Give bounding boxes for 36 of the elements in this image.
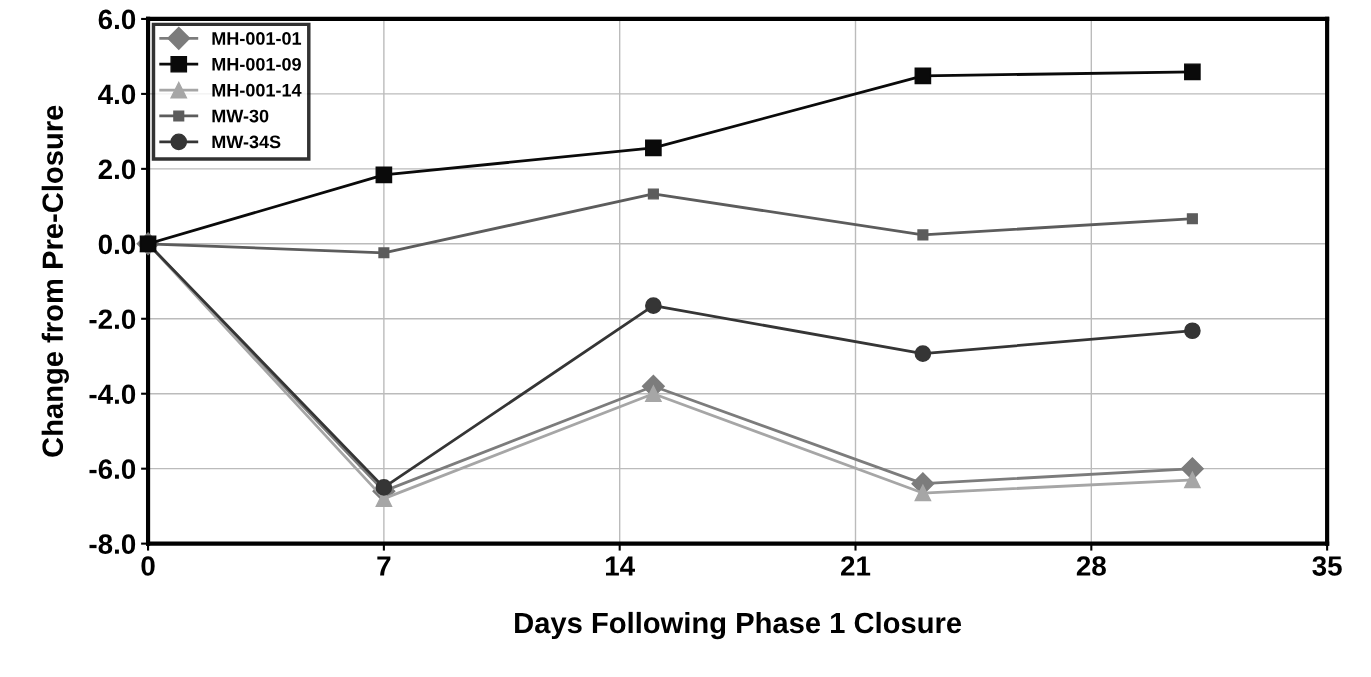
legend-label: MH-001-09 xyxy=(212,57,301,71)
x-tick-label: 0 xyxy=(141,556,155,576)
point xyxy=(1184,322,1201,340)
point xyxy=(645,139,662,157)
x-tick-label: 28 xyxy=(1076,556,1106,576)
point xyxy=(378,247,390,259)
point xyxy=(1184,63,1201,81)
x-axis-title: Days Following Phase 1 Closure xyxy=(515,611,962,640)
point xyxy=(647,188,659,200)
y-tick-label: 4.0 xyxy=(98,84,136,105)
y-tick-label: 0.0 xyxy=(98,234,136,255)
point xyxy=(1186,213,1198,225)
legend-label: MW-30 xyxy=(212,109,269,123)
point xyxy=(1184,471,1201,489)
x-tick-label: 35 xyxy=(1312,556,1342,576)
y-tick-label: -8.0 xyxy=(89,534,136,554)
point xyxy=(917,229,929,241)
y-tick-label: 2.0 xyxy=(98,159,136,180)
y-tick-label: -2.0 xyxy=(89,309,136,330)
y-tick-label: -6.0 xyxy=(89,459,136,480)
point xyxy=(645,297,662,314)
y-tick-label: -4.0 xyxy=(89,384,136,405)
x-tick-label: 14 xyxy=(605,556,635,576)
point xyxy=(914,67,932,85)
point xyxy=(645,385,662,403)
legend-label: MW-34S xyxy=(212,135,281,149)
legend-label: MH-001-14 xyxy=(212,83,302,97)
x-tick-label: 7 xyxy=(377,556,391,576)
point xyxy=(375,166,393,184)
point xyxy=(914,345,932,362)
point xyxy=(914,484,932,502)
y-axis-title: Change from Pre-Closure xyxy=(41,105,69,457)
x-tick-label: 21 xyxy=(841,556,871,576)
point xyxy=(375,479,393,496)
legend-label: MH-001-01 xyxy=(212,32,302,45)
y-tick-label: 6.0 xyxy=(98,9,136,30)
